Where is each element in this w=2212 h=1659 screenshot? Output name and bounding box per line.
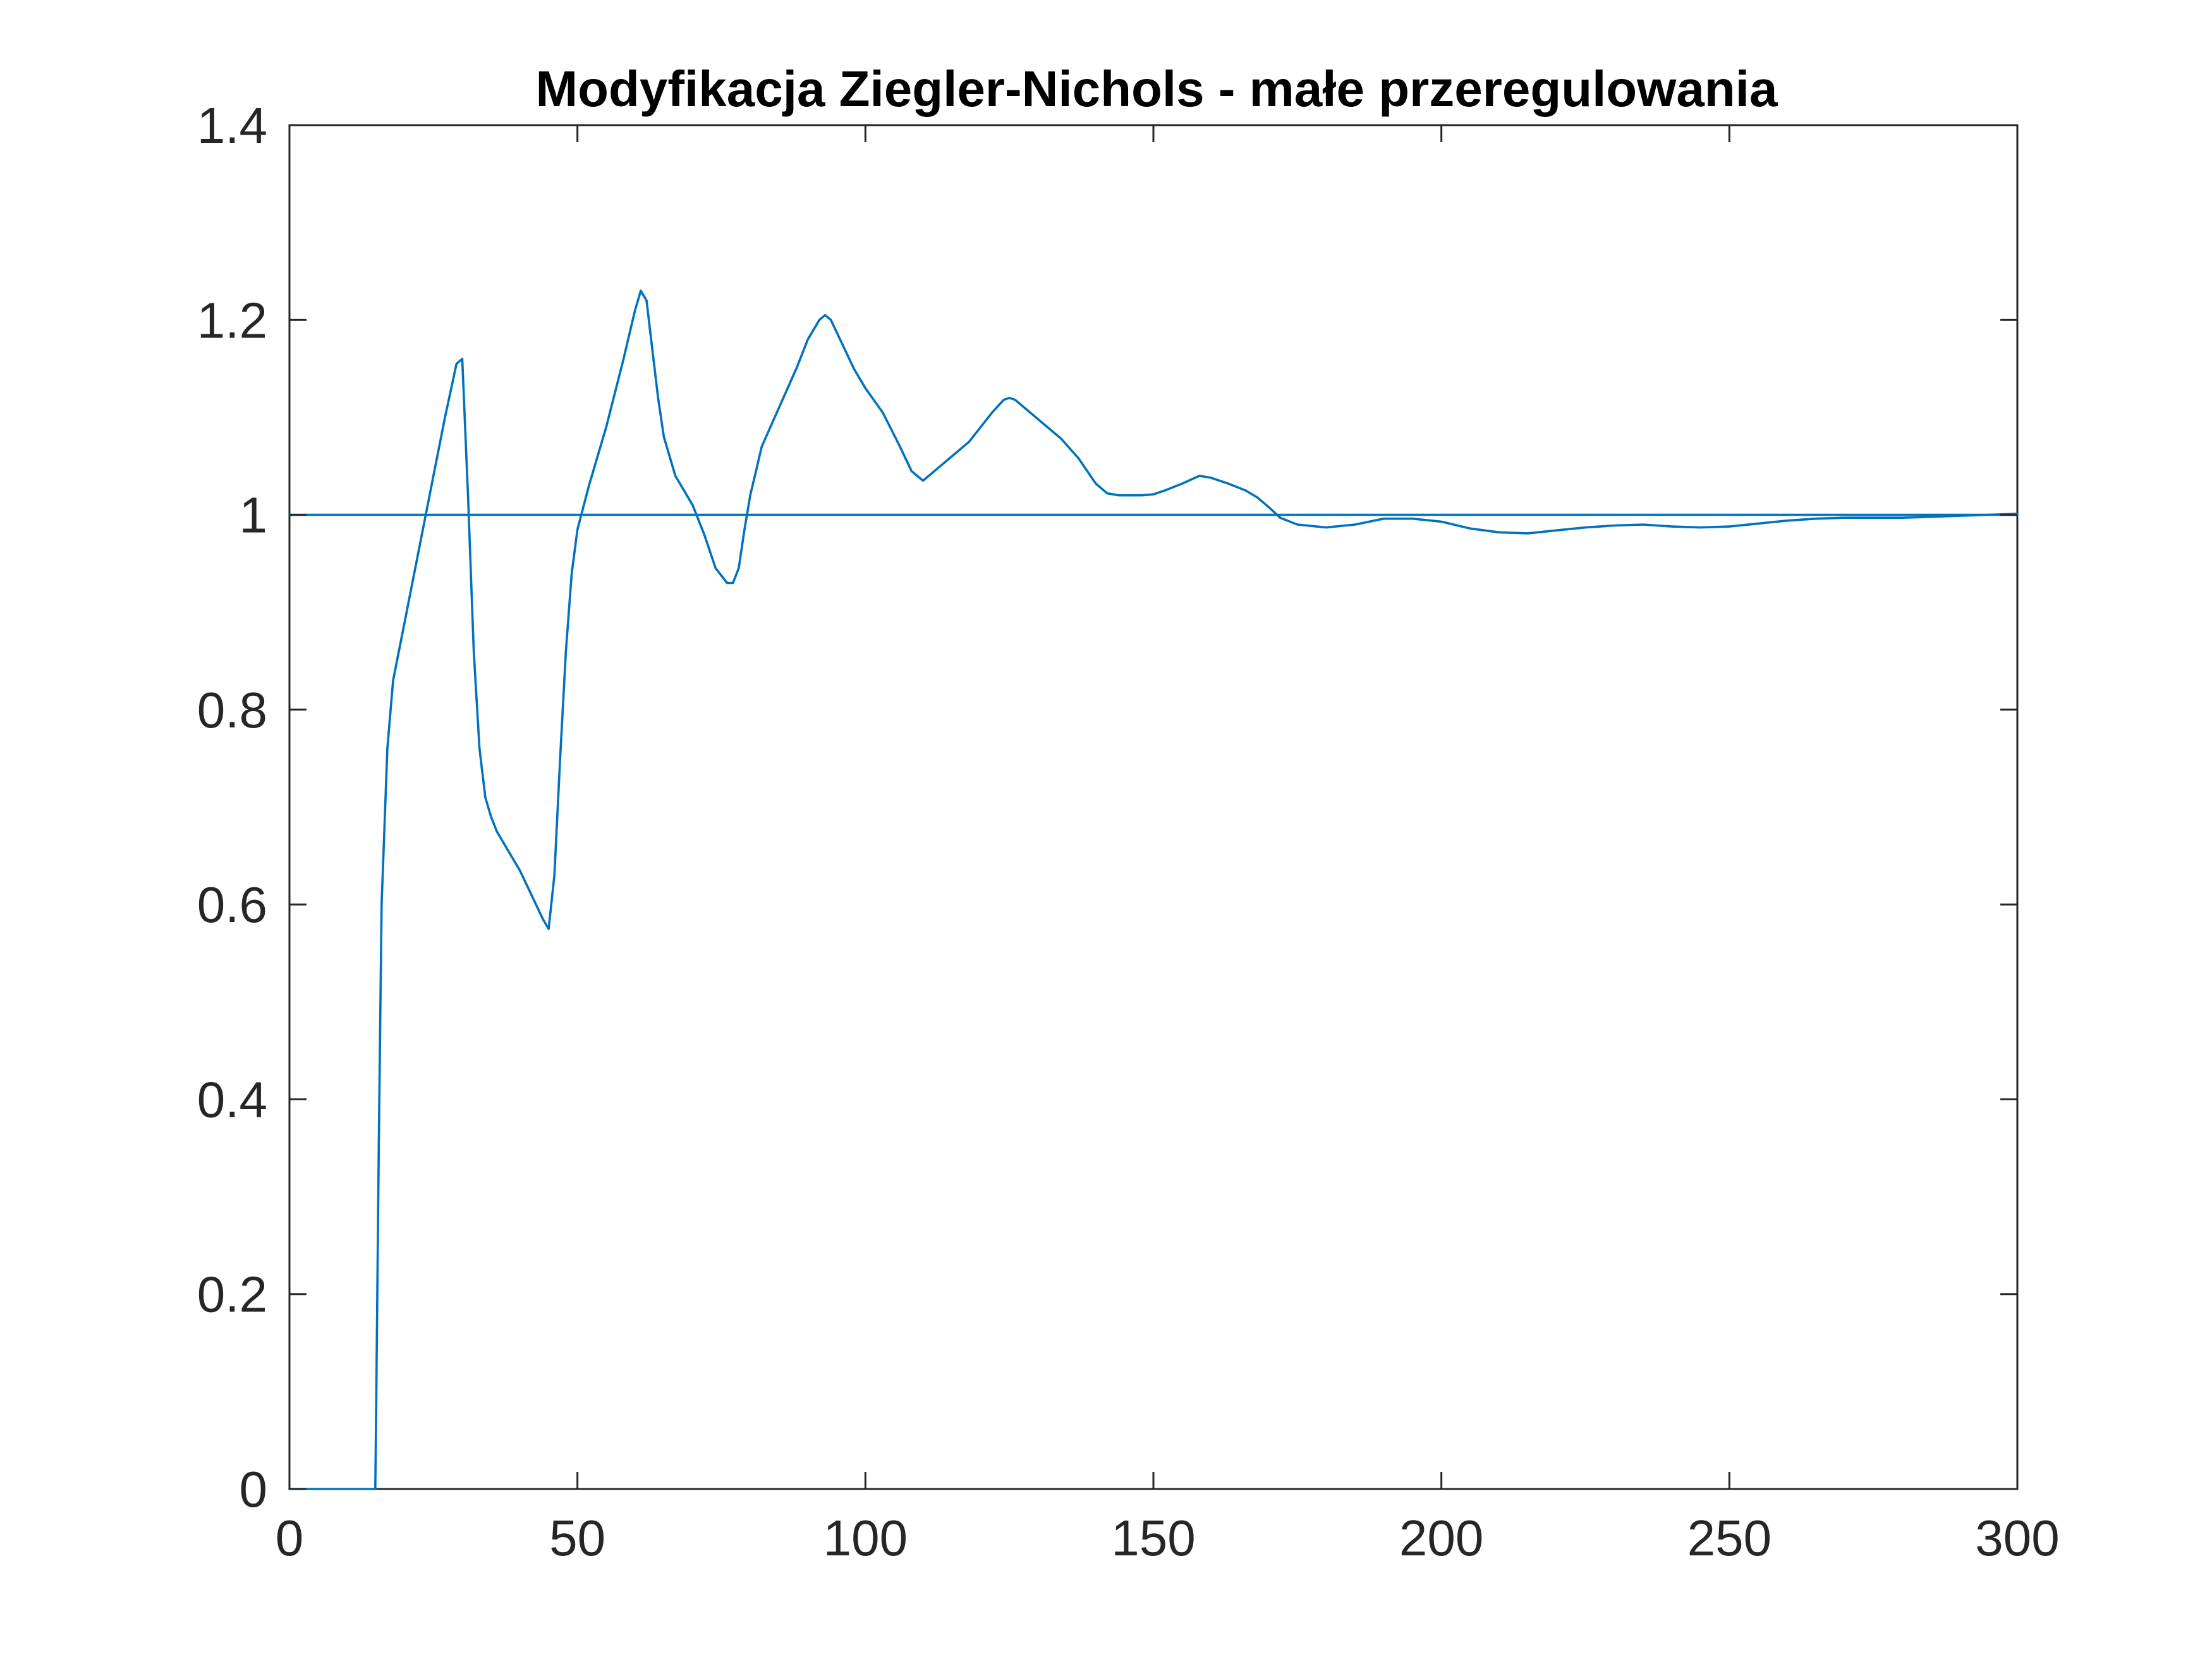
y-tick-label: 0.6 <box>197 877 267 933</box>
x-tick-label: 100 <box>823 1510 908 1566</box>
y-tick-label: 1 <box>240 487 268 544</box>
y-tick-label: 0 <box>240 1461 268 1517</box>
series-layer <box>288 289 2019 1490</box>
y-tick-label: 1.2 <box>197 292 267 348</box>
y-tick-label: 0.2 <box>197 1267 267 1323</box>
x-tick-label: 250 <box>1687 1510 1771 1566</box>
axes-box <box>288 124 2019 1490</box>
x-tick-label: 50 <box>549 1510 605 1566</box>
y-tick-label: 1.4 <box>197 97 267 154</box>
x-tick-label: 200 <box>1399 1510 1483 1566</box>
x-tick-label: 150 <box>1111 1510 1195 1566</box>
x-tick-label: 0 <box>276 1510 304 1566</box>
series-line-response <box>288 289 2019 1490</box>
plot-area: 0 50 100 150 200 250 300 0 0.2 0.4 0.6 0.8 1 1.2 1.4 <box>197 97 2060 1566</box>
chart-title: Modyfikacja Ziegler-Nichols - małe przer… <box>536 61 1778 117</box>
y-tick-label: 0.8 <box>197 682 267 738</box>
y-tick-label: 0.4 <box>197 1071 267 1127</box>
ticks-layer: 0 50 100 150 200 250 300 0 0.2 0.4 0.6 0.8 1 1.2 1.4 <box>197 97 2060 1566</box>
x-tick-label: 300 <box>1975 1510 2059 1566</box>
